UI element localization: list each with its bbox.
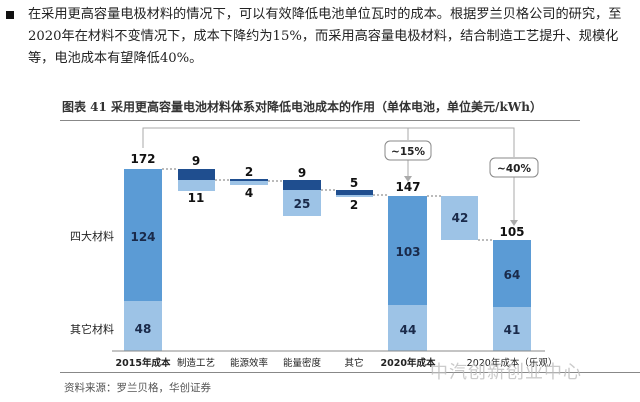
label-d2-bottom: 4 [245,186,253,200]
row-label-four-materials: 四大材料 [70,229,114,243]
x-tick-2015: 2015年成本 [116,357,171,369]
bar-2020opt-other-materials [493,307,531,351]
bar-2020opt-four-materials [493,240,531,307]
bar-energy-eff-top [230,179,268,181]
label-103: 103 [395,245,420,259]
label-d1-bottom: 11 [188,191,205,205]
label-44: 44 [400,323,417,337]
label-124: 124 [130,230,155,244]
bullet-square-icon [6,11,14,19]
paragraph-text: 在采用更高容量电极材料的情况下，可以有效降低电池单位瓦时的成本。根据罗兰贝格公司… [28,7,622,66]
bar-2015-four-materials [124,169,162,301]
annotation-15: ~15% [391,146,425,158]
bar-materials-reduction [441,196,478,240]
annotation-40-box [489,157,539,178]
bar-2020-other-materials [388,305,427,351]
bar-other-bottom [336,195,373,197]
label-172: 172 [130,152,155,166]
label-d4-top: 5 [350,176,358,190]
annotation-15-box [384,140,432,161]
bar-energy-density-top [283,180,321,190]
x-tick-energy-density: 能量密度 [283,357,322,369]
bar-energy-eff-bottom [230,181,268,185]
chart-title: 图表 41 采用更高容量电池材料体系对降低电池成本的作用（单体电池，单位美元/k… [62,100,542,114]
label-d3-top: 9 [298,166,306,180]
x-tick-2020: 2020年成本 [381,357,436,369]
label-d3-bottom: 25 [294,197,311,211]
bar-manufacturing-bottom [178,180,215,191]
bar-manufacturing-top [178,169,215,180]
label-147: 147 [395,180,420,194]
title-divider [60,120,580,121]
row-label-other-materials: 其它材料 [70,322,114,336]
label-48: 48 [135,322,152,336]
x-tick-2020-optimistic: 2020年成本（乐观） [467,357,558,369]
label-42: 42 [452,211,469,225]
label-64: 64 [504,268,521,282]
label-d1-top: 9 [192,154,200,168]
x-tick-manufacturing: 制造工艺 [177,357,215,369]
footer-divider [60,372,640,373]
label-105: 105 [499,225,524,239]
annotation-brackets [142,127,515,222]
label-d4-bottom: 2 [350,198,358,212]
intro-paragraph: 在采用更高容量电极材料的情况下，可以有效降低电池单位瓦时的成本。根据罗兰贝格公司… [6,4,631,70]
label-41: 41 [504,323,521,337]
bar-2020-four-materials [388,196,427,305]
label-d2-top: 2 [245,165,253,179]
bar-other-top [336,190,373,195]
bar-energy-density-bottom [283,190,321,216]
x-tick-other: 其它 [344,357,363,369]
source-note: 资料来源：罗兰贝格，华创证券 [64,382,211,394]
watermark: 中汽创新创业中心 [430,362,582,383]
annotation-40: ~40% [497,163,531,175]
x-tick-energy-eff: 能源效率 [230,357,269,369]
bar-2015-other-materials [124,301,162,351]
